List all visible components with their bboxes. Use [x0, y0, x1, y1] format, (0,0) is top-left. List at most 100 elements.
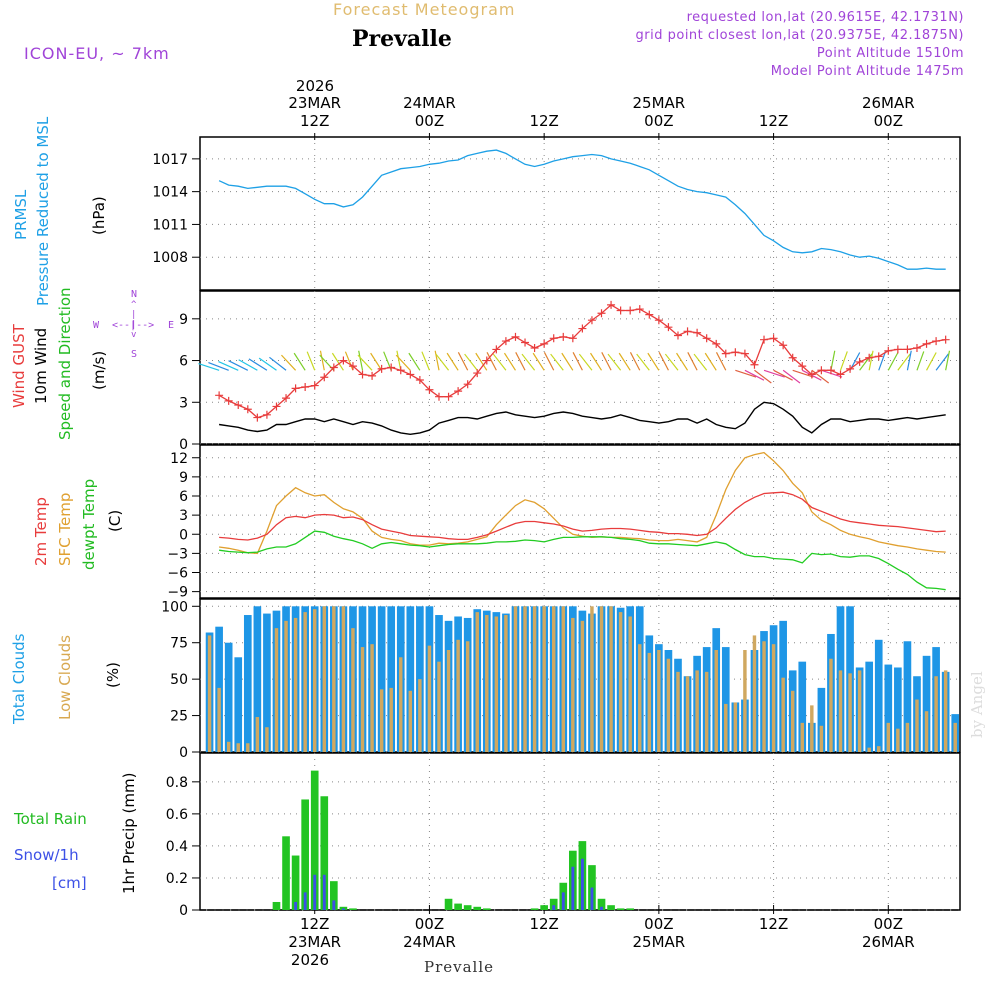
low-cloud-bar: [408, 690, 413, 752]
rain-bar: [473, 906, 482, 910]
wind-gust-marker: [616, 306, 625, 315]
y-tick-label: 9: [179, 470, 188, 486]
low-cloud-bar: [217, 687, 221, 752]
wind-gust-marker: [702, 334, 711, 343]
wind-direction-arrow: [421, 351, 430, 371]
wind-gust-marker: [310, 381, 319, 390]
low-cloud-bar: [284, 620, 288, 752]
wind-gust-marker: [224, 396, 233, 405]
wind-gust-marker: [473, 369, 482, 378]
low-cloud-bar: [695, 670, 699, 752]
wind-direction-arrow: [475, 352, 488, 371]
low-cloud-bar: [360, 647, 365, 752]
wind-gust-marker: [444, 392, 453, 401]
rain-bar: [482, 908, 491, 910]
panel-wind: 0 3 6 9: [179, 290, 961, 453]
low-cloud-bar: [485, 615, 489, 752]
wind-direction-arrow: [945, 350, 951, 371]
label-snow: Snow/1h: [14, 846, 79, 864]
wind-direction-arrow: [897, 353, 911, 371]
low-cloud-bar: [676, 671, 680, 752]
wind-direction-arrow: [396, 350, 402, 371]
label-total-rain: Total Rain: [14, 810, 87, 828]
low-cloud-bar: [437, 661, 441, 752]
rain-bar: [301, 799, 309, 910]
low-cloud-bar: [638, 644, 642, 752]
top-date-label: 26MAR: [861, 94, 915, 112]
wind-gust-marker: [884, 346, 893, 355]
y-tick-label: 3: [179, 508, 188, 524]
wind-gust-marker: [301, 382, 310, 391]
low-cloud-bar: [934, 676, 938, 752]
wind-direction-arrow: [357, 354, 373, 371]
wind-direction-arrow: [578, 353, 593, 371]
wind-gust-marker: [683, 327, 692, 336]
wind-direction-arrow: [446, 352, 459, 371]
wind-gust-marker: [578, 324, 587, 333]
low-cloud-bar: [886, 722, 891, 752]
total-cloud-bar: [243, 615, 252, 752]
wind-gust-marker: [358, 370, 367, 379]
wind-gust-marker: [530, 344, 539, 353]
wind-gust-marker: [348, 362, 357, 371]
y-tick-label: 0.2: [166, 871, 188, 887]
top-date-label: 23MAR: [288, 94, 342, 112]
wind-gust-marker: [731, 348, 740, 357]
wind-gust-line: [218, 304, 946, 419]
wind-direction-arrow: [658, 352, 669, 371]
panel-frame: [199, 290, 961, 445]
station-name: Prevalle: [352, 26, 452, 52]
wind-direction-arrow: [572, 352, 583, 371]
wind-direction-arrow: [782, 369, 801, 384]
wind-gust-marker: [540, 339, 549, 348]
rain-bar: [463, 905, 472, 910]
panel-pressure: 1008 1011 1014 1017: [152, 136, 961, 291]
low-cloud-bar: [571, 617, 575, 752]
wind-gust-marker: [912, 344, 921, 353]
wind-direction-arrow: [521, 353, 536, 371]
wind-gust-marker: [425, 385, 434, 394]
wind-gust-marker: [396, 366, 405, 375]
wind-gust-marker: [855, 357, 864, 366]
compass-n: N: [131, 289, 138, 300]
wind-gust-marker: [511, 332, 520, 341]
low-cloud-bar: [618, 612, 623, 752]
snow-bar: [590, 887, 594, 910]
wind-direction-arrow: [331, 352, 344, 371]
bottom-hour-label: 00Z: [644, 915, 674, 933]
wind-gust-marker: [415, 376, 424, 385]
low-cloud-bar: [303, 612, 307, 752]
wind-direction-arrow: [532, 352, 545, 371]
y-tick-label: 12: [170, 451, 188, 467]
total-cloud-bar: [798, 661, 807, 752]
wind-gust-marker: [673, 331, 682, 340]
low-cloud-bar: [322, 606, 326, 752]
wind-gust-marker: [291, 384, 300, 393]
wind-direction-arrow: [629, 352, 641, 371]
low-cloud-bar: [389, 687, 393, 752]
wind-direction-arrow: [676, 352, 689, 371]
low-cloud-bar: [905, 722, 910, 752]
bottom-hour-label: 00Z: [414, 915, 445, 933]
total-cloud-bar: [253, 606, 262, 752]
low-cloud-bar: [599, 606, 604, 752]
wind-gust-marker: [521, 338, 530, 347]
wind-direction-arrow: [515, 352, 526, 371]
wind-direction-arrow: [370, 352, 383, 371]
wind-gust-marker: [234, 401, 243, 410]
rain-bar: [330, 881, 338, 910]
wind-direction-arrow: [607, 353, 622, 371]
wind-direction-arrow: [754, 369, 772, 384]
wind-direction-arrow: [238, 359, 258, 371]
low-cloud-bar: [867, 747, 871, 752]
wind-direction-arrow: [269, 356, 287, 371]
wind-direction-arrow: [486, 352, 497, 371]
wind-direction-arrow: [811, 369, 830, 384]
y-tick-label: 0: [179, 437, 188, 453]
low-cloud-bar: [781, 677, 785, 752]
footer-station: Prevalle: [424, 958, 495, 976]
wind-gust-marker: [549, 334, 558, 343]
wind-direction-arrow: [830, 350, 836, 371]
low-cloud-bar: [771, 644, 776, 752]
low-cloud-bar: [513, 606, 518, 752]
